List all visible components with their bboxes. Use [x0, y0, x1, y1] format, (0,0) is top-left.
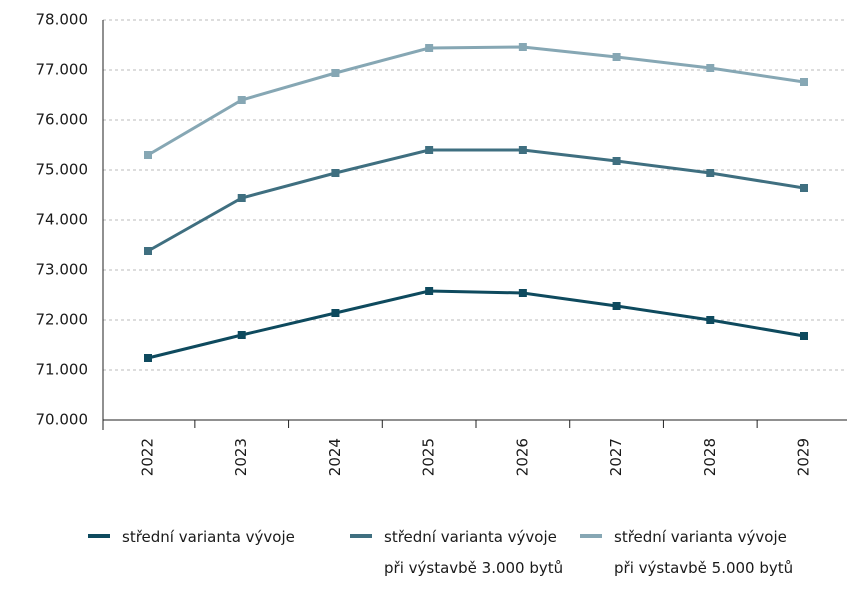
chart: 70.000 71.000 72.000 73.000 74.000 75.000 76.0… — [36, 11, 847, 476]
point-marker — [706, 169, 715, 177]
x-tick-label: 2028 — [701, 438, 719, 476]
legend-swatch — [350, 534, 372, 538]
y-tick-label: 78.000 — [36, 11, 89, 29]
point-marker — [706, 64, 715, 72]
point-marker — [237, 194, 246, 202]
point-marker — [518, 43, 527, 51]
series-line — [147, 45, 805, 157]
y-tick-label: 74.000 — [36, 211, 89, 229]
point-marker — [800, 332, 808, 340]
x-tick-label: 2027 — [607, 438, 625, 476]
point-marker — [237, 96, 246, 104]
y-tick-label: 75.000 — [36, 161, 89, 179]
series-line — [147, 289, 805, 360]
x-tick-label: 2025 — [420, 438, 438, 476]
point-marker — [237, 331, 246, 339]
point-marker — [425, 287, 434, 295]
point-marker — [800, 78, 808, 86]
legend-label: střední varianta vývoje při výstavbě 3.0… — [384, 528, 564, 577]
y-tick-label: 71.000 — [36, 361, 89, 379]
point-marker — [612, 302, 621, 310]
point-marker — [425, 44, 434, 52]
point-marker — [706, 316, 715, 324]
y-tick-label: 70.000 — [36, 411, 89, 429]
point-marker — [800, 184, 808, 192]
y-tick-label: 72.000 — [36, 311, 89, 329]
point-marker — [144, 354, 152, 362]
legend-swatch — [88, 534, 110, 538]
legend-label: střední varianta vývoje — [122, 528, 295, 546]
point-marker — [331, 69, 340, 77]
point-marker — [331, 309, 340, 317]
y-tick-label: 76.000 — [36, 111, 89, 129]
y-tick-label: 73.000 — [36, 261, 89, 279]
series-line — [147, 148, 805, 253]
point-marker — [425, 146, 434, 154]
point-marker — [518, 146, 527, 154]
point-marker — [612, 53, 621, 61]
x-tick-label: 2029 — [795, 438, 813, 476]
point-marker — [612, 157, 621, 165]
legend-swatch — [580, 534, 602, 538]
point-marker — [144, 247, 152, 255]
x-tick-label: 2026 — [513, 438, 531, 476]
x-tick-label: 2022 — [139, 438, 157, 476]
x-tick-label: 2024 — [326, 438, 344, 476]
y-tick-label: 77.000 — [36, 61, 89, 79]
x-tick-label: 2023 — [232, 438, 250, 476]
point-marker — [144, 151, 152, 159]
legend-label: střední varianta vývoje při výstavbě 5.0… — [614, 528, 794, 577]
point-marker — [331, 169, 340, 177]
point-marker — [518, 289, 527, 297]
